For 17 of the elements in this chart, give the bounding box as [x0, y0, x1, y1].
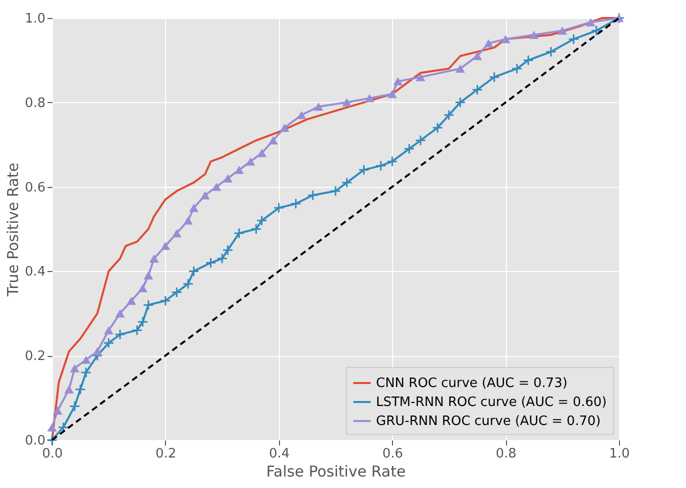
legend-label: GRU-RNN ROC curve (AUC = 0.70) — [376, 414, 601, 429]
x-tick-label: 1.0 — [609, 446, 630, 462]
x-tick-label: 0.6 — [382, 446, 404, 462]
y-tick-label: 0.6 — [24, 180, 46, 196]
y-tick-label: 0.0 — [24, 434, 46, 448]
x-tick-label: 0.2 — [156, 446, 176, 462]
y-tick-label: 0.8 — [24, 96, 46, 111]
y-tick-label: 0.2 — [24, 349, 46, 364]
x-tick-label: 0.8 — [496, 446, 516, 462]
y-tick-label: 1.0 — [24, 12, 46, 26]
legend-label: CNN ROC curve (AUC = 0.73) — [376, 376, 568, 391]
legend-label: LSTM-RNN ROC curve (AUC = 0.60) — [376, 395, 607, 410]
y-axis-title: True Positive Rate — [4, 162, 22, 298]
x-tick-label: 0.0 — [42, 446, 63, 462]
y-tick-label: 0.4 — [24, 264, 46, 280]
x-tick-label: 0.4 — [268, 446, 290, 462]
x-axis-title: False Positive Rate — [266, 462, 406, 480]
